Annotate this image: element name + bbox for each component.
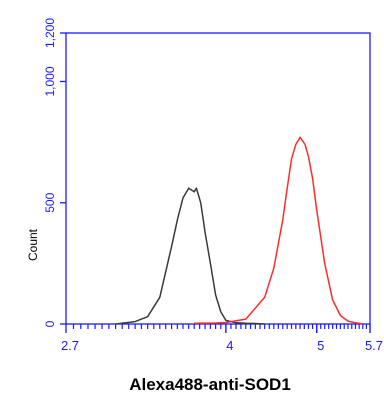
y-tick-label: 1,000 [43, 66, 57, 96]
y-tick-label: 500 [43, 192, 57, 212]
x-axis-ticks: 2.7 4 5 5.7 [61, 324, 383, 353]
series-line-2 [194, 136, 363, 325]
histogram-series [115, 136, 363, 325]
y-tick-label: 0 [43, 320, 57, 327]
plot-border [65, 32, 371, 325]
y-tick-label: 1,200 [43, 18, 57, 48]
x-axis-title-group: Alexa488-anti-SOD1 [129, 375, 291, 394]
y-axis-title: Count [26, 228, 40, 261]
plot-frame [65, 32, 371, 325]
x-tick-label: 5 [317, 338, 324, 353]
y-axis-title-group: Count [26, 228, 40, 261]
y-axis-ticks: 0 500 1,000 1,200 [43, 18, 66, 327]
x-tick-label: 4 [226, 338, 233, 353]
x-axis-title: Alexa488-anti-SOD1 [129, 375, 291, 394]
series-line-1 [115, 187, 265, 325]
x-tick-label: 2.7 [61, 338, 79, 353]
x-tick-label: 5.7 [365, 338, 383, 353]
